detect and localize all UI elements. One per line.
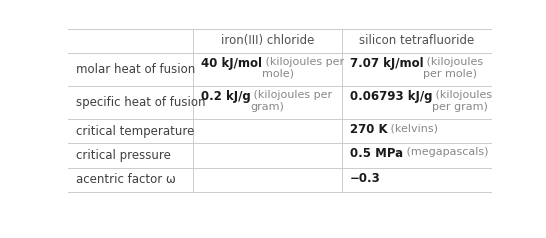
Text: iron(III) chloride: iron(III) chloride xyxy=(221,35,314,47)
Text: silicon tetrafluoride: silicon tetrafluoride xyxy=(359,35,474,47)
Text: (kilojoules per
mole): (kilojoules per mole) xyxy=(262,57,344,79)
Text: critical pressure: critical pressure xyxy=(76,149,171,162)
Text: (kilojoules per
gram): (kilojoules per gram) xyxy=(251,90,333,112)
Text: 0.5 MPa: 0.5 MPa xyxy=(349,148,403,160)
Text: 270 K: 270 K xyxy=(349,123,387,136)
Text: 0.06793 kJ/g: 0.06793 kJ/g xyxy=(349,90,432,103)
Text: −0.3: −0.3 xyxy=(349,172,381,185)
Text: specific heat of fusion: specific heat of fusion xyxy=(76,96,205,109)
Text: 40 kJ/mol: 40 kJ/mol xyxy=(201,57,262,70)
Text: (kelvins): (kelvins) xyxy=(387,123,438,133)
Text: critical temperature: critical temperature xyxy=(76,125,194,138)
Text: acentric factor ω: acentric factor ω xyxy=(76,173,176,186)
Text: 0.2 kJ/g: 0.2 kJ/g xyxy=(201,90,251,103)
Text: (megapascals): (megapascals) xyxy=(403,148,488,158)
Text: (kilojoules
per mole): (kilojoules per mole) xyxy=(423,57,483,79)
Text: 7.07 kJ/mol: 7.07 kJ/mol xyxy=(349,57,423,70)
Text: molar heat of fusion: molar heat of fusion xyxy=(76,63,195,76)
Text: (kilojoules
per gram): (kilojoules per gram) xyxy=(432,90,492,112)
